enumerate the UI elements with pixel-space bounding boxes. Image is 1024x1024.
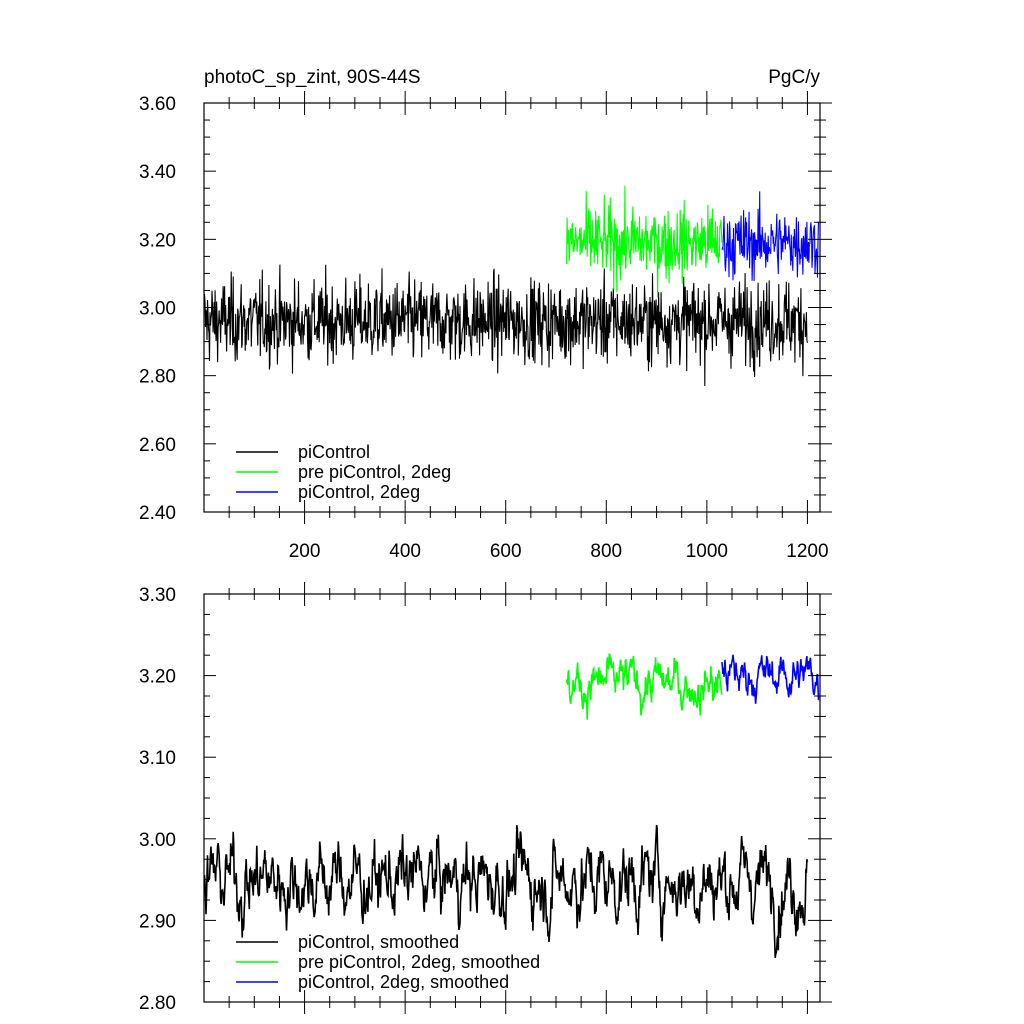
y-tick-label: 2.80 <box>139 993 176 1014</box>
legend-label: piControl, 2deg <box>298 482 420 502</box>
axes: 200 400 600 800 1000 1200 2.40 2.60 2.80 3.00 3.20… <box>139 91 832 562</box>
y-tick-label: 3.40 <box>139 162 176 183</box>
legend-label: piControl, smoothed <box>298 932 459 952</box>
y-tick-label: 2.60 <box>139 435 176 456</box>
series-line-1 <box>566 185 723 298</box>
x-tick-label: 1000 <box>686 541 728 562</box>
plot-frame <box>203 102 821 513</box>
y-tick-label: 3.20 <box>139 230 176 251</box>
series-line-0 <box>204 264 808 387</box>
x-tick-label: 800 <box>590 541 622 562</box>
top-panel: photoC_sp_zint, 90S-44S PgC/y 200 400 600 8… <box>139 67 832 562</box>
y-tick-label: 3.30 <box>139 585 176 606</box>
y-tick-label: 2.90 <box>139 911 176 932</box>
x-tick-label: 1200 <box>786 541 828 562</box>
x-tick-label: 200 <box>289 541 321 562</box>
x-tick-label: 600 <box>490 541 522 562</box>
plot-frame <box>203 593 821 1003</box>
y-tick-label: 3.20 <box>139 667 176 688</box>
legend-label: piControl <box>298 442 370 462</box>
legend-label: pre piControl, 2deg, smoothed <box>298 952 540 972</box>
y-tick-label: 2.40 <box>139 503 176 524</box>
y-tick-label: 3.00 <box>139 299 176 320</box>
chart-title: photoC_sp_zint, 90S-44S <box>204 67 421 88</box>
y-tick-label: 3.00 <box>139 830 176 851</box>
series-line-2 <box>721 191 820 282</box>
series-line-0 <box>204 824 809 959</box>
axes: 2.80 2.90 3.00 3.10 3.20 3.30 <box>139 582 832 1014</box>
legend-label: pre piControl, 2deg <box>298 462 451 482</box>
series-lines <box>204 185 820 387</box>
series-lines <box>204 653 820 959</box>
legend-label: piControl, 2deg, smoothed <box>298 972 509 992</box>
series-line-1 <box>565 653 723 720</box>
series-line-2 <box>721 654 820 704</box>
y-tick-label: 3.10 <box>139 748 176 769</box>
y-tick-label: 3.60 <box>139 94 176 115</box>
units-label: PgC/y <box>768 67 820 88</box>
y-tick-label: 2.80 <box>139 367 176 388</box>
bottom-panel: 2.80 2.90 3.00 3.10 3.20 3.30 piControl, smoo… <box>139 582 832 1014</box>
x-tick-label: 400 <box>389 541 421 562</box>
